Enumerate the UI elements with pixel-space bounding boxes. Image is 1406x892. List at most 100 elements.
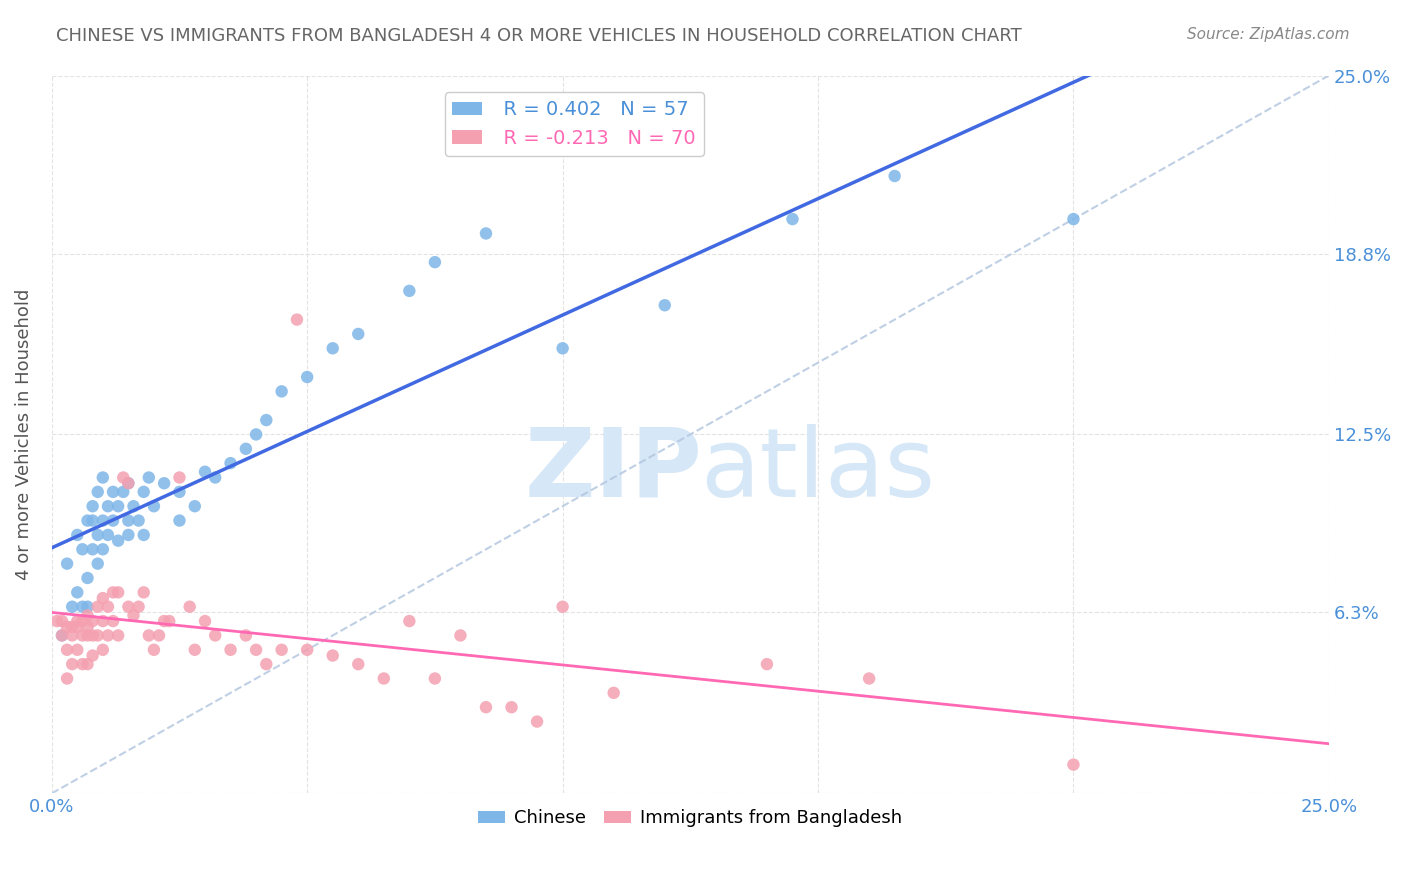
Point [132,484,155,499]
Point [87,628,110,642]
Point [883,169,905,183]
Point [347,326,370,341]
Point [87,599,110,614]
Point [148,628,170,642]
Point [66,620,89,634]
Point [128,514,150,528]
Point [142,500,165,514]
Point [122,608,145,623]
Text: CHINESE VS IMMIGRANTS FROM BANGLADESH 4 OR MORE VEHICLES IN HOUSEHOLD CORRELATIO: CHINESE VS IMMIGRANTS FROM BANGLADESH 4 … [56,27,1022,45]
Point [87,484,110,499]
Legend: Chinese, Immigrants from Bangladesh: Chinese, Immigrants from Bangladesh [471,802,910,835]
Point [76,657,98,672]
Point [858,672,880,686]
Point [117,599,139,614]
Point [91,614,114,628]
Point [97,500,120,514]
Point [91,642,114,657]
Point [142,642,165,657]
Point [82,628,104,642]
Point [117,528,139,542]
Point [76,514,98,528]
Point [51,628,73,642]
Point [219,456,242,470]
Point [1062,212,1084,227]
Point [132,585,155,599]
Text: Source: ZipAtlas.com: Source: ZipAtlas.com [1187,27,1350,42]
Point [107,628,129,642]
Point [97,628,120,642]
Point [1062,757,1084,772]
Point [138,470,160,484]
Point [97,599,120,614]
Point [60,657,83,672]
Point [82,542,104,557]
Point [72,657,94,672]
Point [72,614,94,628]
Point [101,484,124,499]
Point [322,648,344,663]
Point [45,614,67,628]
Point [72,542,94,557]
Point [204,628,226,642]
Point [128,599,150,614]
Point [117,514,139,528]
Text: ZIP: ZIP [524,424,703,516]
Point [526,714,548,729]
Text: atlas: atlas [700,424,935,516]
Point [153,476,176,491]
Y-axis label: 4 or more Vehicles in Household: 4 or more Vehicles in Household [15,289,32,580]
Point [449,628,471,642]
Point [72,599,94,614]
Point [254,657,277,672]
Point [654,298,676,312]
Point [87,557,110,571]
Point [347,657,370,672]
Point [138,628,160,642]
Point [245,642,267,657]
Point [602,686,624,700]
Point [551,599,574,614]
Point [60,628,83,642]
Point [475,700,498,714]
Point [122,500,145,514]
Point [76,628,98,642]
Point [76,599,98,614]
Point [66,528,89,542]
Point [87,528,110,542]
Point [322,341,344,355]
Point [475,227,498,241]
Point [755,657,778,672]
Point [82,648,104,663]
Point [66,585,89,599]
Point [107,533,129,548]
Point [82,500,104,514]
Point [91,470,114,484]
Point [101,585,124,599]
Point [107,585,129,599]
Point [56,672,79,686]
Point [51,628,73,642]
Point [76,571,98,585]
Point [117,476,139,491]
Point [56,557,79,571]
Point [60,599,83,614]
Point [169,484,191,499]
Point [101,614,124,628]
Point [194,614,217,628]
Point [235,628,257,642]
Point [179,599,201,614]
Point [112,484,135,499]
Point [82,514,104,528]
Point [235,442,257,456]
Point [91,591,114,606]
Point [66,614,89,628]
Point [219,642,242,657]
Point [423,672,446,686]
Point [72,628,94,642]
Point [76,620,98,634]
Point [194,465,217,479]
Point [184,642,207,657]
Point [153,614,176,628]
Point [398,614,420,628]
